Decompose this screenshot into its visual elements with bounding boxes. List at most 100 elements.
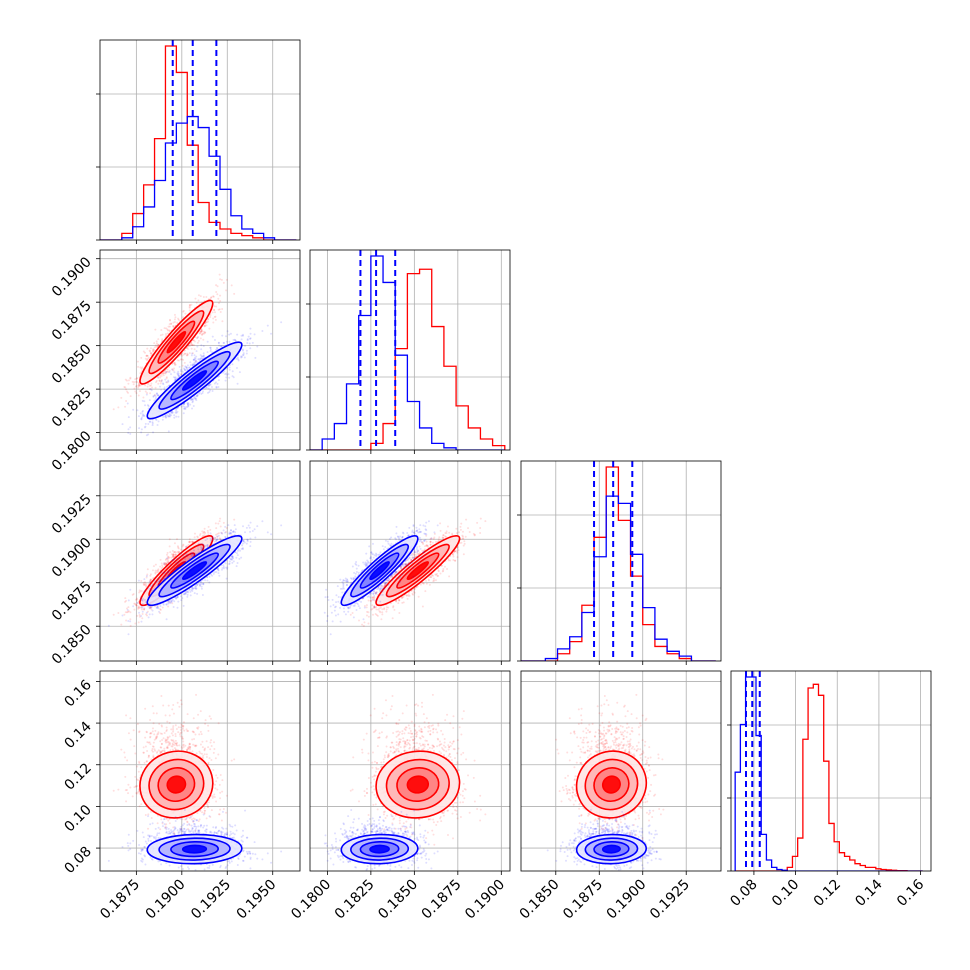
sample-point xyxy=(209,528,212,531)
sample-point xyxy=(212,317,215,320)
sample-point xyxy=(197,358,200,361)
sample-point xyxy=(139,384,142,387)
sample-point xyxy=(152,348,155,351)
y-tick-label: 0.1900 xyxy=(49,254,95,300)
sample-point xyxy=(182,412,185,415)
sample-point xyxy=(124,600,127,603)
density-contour xyxy=(166,330,187,354)
sample-point xyxy=(151,422,154,425)
sample-point xyxy=(143,581,146,584)
histogram-step-red xyxy=(310,268,506,450)
sample-point xyxy=(154,344,157,347)
sample-point xyxy=(198,534,201,537)
sample-point xyxy=(156,569,159,572)
sample-point xyxy=(149,350,152,353)
sample-point xyxy=(209,296,212,299)
sample-point xyxy=(167,325,170,328)
sample-point xyxy=(202,344,205,347)
sample-point xyxy=(141,413,144,416)
sample-point xyxy=(172,321,175,324)
sample-point xyxy=(217,297,220,300)
sample-point xyxy=(148,388,151,391)
sample-point xyxy=(140,596,143,599)
sample-point xyxy=(162,372,165,375)
sample-point xyxy=(215,527,218,530)
sample-point xyxy=(182,358,185,361)
sample-point xyxy=(183,352,186,355)
sample-point xyxy=(193,348,196,351)
sample-point xyxy=(127,379,130,382)
sample-point xyxy=(218,375,221,378)
sample-point xyxy=(234,339,237,342)
sample-point xyxy=(224,379,227,382)
sample-point xyxy=(143,426,146,429)
sample-point xyxy=(209,316,212,319)
sample-point xyxy=(170,411,173,414)
sample-point xyxy=(215,305,218,308)
sample-point xyxy=(222,281,225,284)
sample-point xyxy=(210,296,213,299)
sample-point xyxy=(186,595,189,598)
sample-point xyxy=(153,394,156,397)
sample-point xyxy=(137,386,140,389)
sample-point xyxy=(246,538,249,541)
sample-point xyxy=(280,321,283,324)
sample-point xyxy=(223,370,226,373)
sample-point xyxy=(207,387,210,390)
sample-point xyxy=(123,613,126,616)
sample-point xyxy=(141,409,144,412)
sample-point xyxy=(208,383,211,386)
sample-point xyxy=(175,409,178,412)
sample-point xyxy=(186,352,189,355)
sample-point xyxy=(167,605,170,608)
sample-point xyxy=(163,561,166,564)
sample-point xyxy=(225,530,228,533)
sample-point xyxy=(127,416,130,419)
sample-point xyxy=(187,543,190,546)
sample-point xyxy=(170,322,173,325)
sample-point xyxy=(177,551,180,554)
sample-point xyxy=(159,376,162,379)
sample-point xyxy=(153,346,156,349)
sample-point xyxy=(164,561,167,564)
sample-point xyxy=(161,333,164,336)
sample-point xyxy=(182,403,185,406)
sample-point xyxy=(184,365,187,368)
sample-point xyxy=(150,608,153,611)
sample-point xyxy=(149,573,152,576)
sample-point xyxy=(156,394,159,397)
sample-point xyxy=(166,332,169,335)
sample-point xyxy=(154,571,157,574)
sample-point xyxy=(124,611,127,614)
sample-point xyxy=(176,596,179,599)
sample-point xyxy=(112,408,115,411)
sample-point xyxy=(171,411,174,414)
sample-point xyxy=(235,366,238,369)
sample-point xyxy=(136,614,139,617)
sample-point xyxy=(193,361,196,364)
sample-point xyxy=(222,341,225,344)
sample-point xyxy=(156,376,159,379)
sample-point xyxy=(209,346,212,349)
sample-point xyxy=(141,399,144,402)
sample-point xyxy=(125,388,128,391)
sample-point xyxy=(233,338,236,341)
sample-point xyxy=(184,558,187,561)
sample-point xyxy=(221,307,224,310)
sample-point xyxy=(209,350,212,353)
sample-point xyxy=(140,580,143,583)
sample-point xyxy=(148,607,151,610)
sample-point xyxy=(164,333,167,336)
sample-point xyxy=(149,352,152,355)
sample-point xyxy=(149,578,152,581)
sample-point xyxy=(211,390,214,393)
sample-point xyxy=(159,565,162,568)
sample-point xyxy=(176,595,179,598)
sample-point xyxy=(172,553,175,556)
sample-point xyxy=(202,530,205,533)
sample-point xyxy=(160,339,163,342)
sample-point xyxy=(214,537,217,540)
sample-point xyxy=(191,587,194,590)
sample-point xyxy=(153,579,156,582)
sample-point xyxy=(212,295,215,298)
